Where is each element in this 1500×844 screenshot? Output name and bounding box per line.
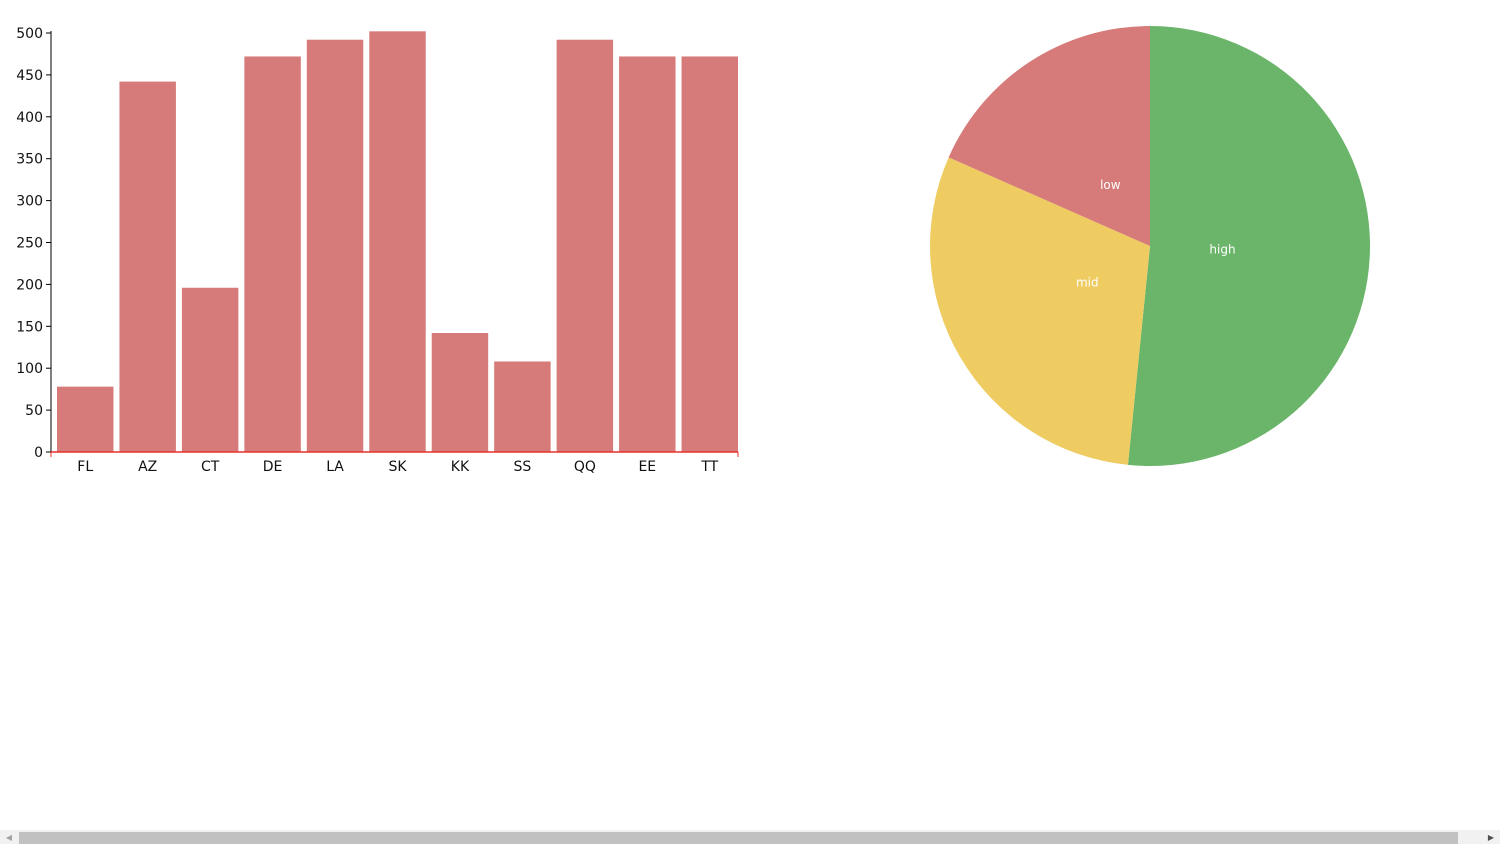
bar-kk	[431, 333, 489, 452]
bar-chart: 0 50 100 150 200 250 300 350 400 450 500 FL AZ CT DE LA…	[16, 26, 739, 475]
y-tick-label: 150	[16, 319, 43, 335]
y-tick-label: 400	[16, 110, 43, 126]
y-tick-label: 50	[25, 403, 43, 419]
x-tick-label: QQ	[574, 459, 596, 475]
y-tick-label: 200	[16, 277, 43, 293]
x-tick-label: EE	[638, 459, 656, 475]
x-tick-label: AZ	[138, 459, 157, 475]
x-tick-label: KK	[451, 459, 470, 475]
scroll-left-arrow-icon[interactable]: ◀	[5, 832, 13, 842]
bar-ee	[619, 56, 676, 453]
x-tick-label: TT	[700, 459, 718, 475]
pie-slice-high	[1127, 26, 1371, 467]
x-tick-label: FL	[77, 459, 93, 475]
bar-qq	[556, 39, 614, 452]
pie-slice-label: low	[1100, 178, 1121, 192]
y-tick-label: 0	[34, 445, 43, 461]
y-tick-label: 250	[16, 236, 43, 252]
y-tick-label: 500	[16, 26, 43, 42]
pie-slice-label: mid	[1076, 276, 1099, 290]
x-tick-label: SS	[514, 459, 532, 475]
pie-slice-mid	[929, 157, 1150, 465]
bar-az	[119, 81, 176, 452]
x-tick-label: LA	[326, 459, 344, 475]
y-tick-label: 300	[16, 194, 43, 210]
pie-slice-low	[948, 26, 1150, 246]
scrollbar-thumb[interactable]	[19, 832, 1458, 844]
y-tick-label: 350	[16, 152, 43, 168]
horizontal-scrollbar[interactable]: ◀ ▶	[0, 830, 1500, 844]
bar-tt	[681, 56, 738, 453]
x-tick-label: DE	[263, 459, 283, 475]
bar-sk	[369, 31, 426, 452]
y-tick-label: 450	[16, 68, 43, 84]
scroll-right-arrow-icon[interactable]: ▶	[1487, 832, 1495, 842]
bar-ct	[181, 287, 239, 452]
pie-slice-label: high	[1209, 243, 1235, 257]
x-tick-label: CT	[201, 459, 220, 475]
bar-la	[306, 39, 364, 452]
x-tick-label: SK	[388, 459, 407, 475]
bar-fl	[57, 386, 114, 452]
bar-ss	[494, 361, 551, 452]
y-tick-label: 100	[16, 361, 43, 377]
pie-chart: high mid low	[929, 26, 1371, 467]
bar-de	[244, 56, 301, 453]
